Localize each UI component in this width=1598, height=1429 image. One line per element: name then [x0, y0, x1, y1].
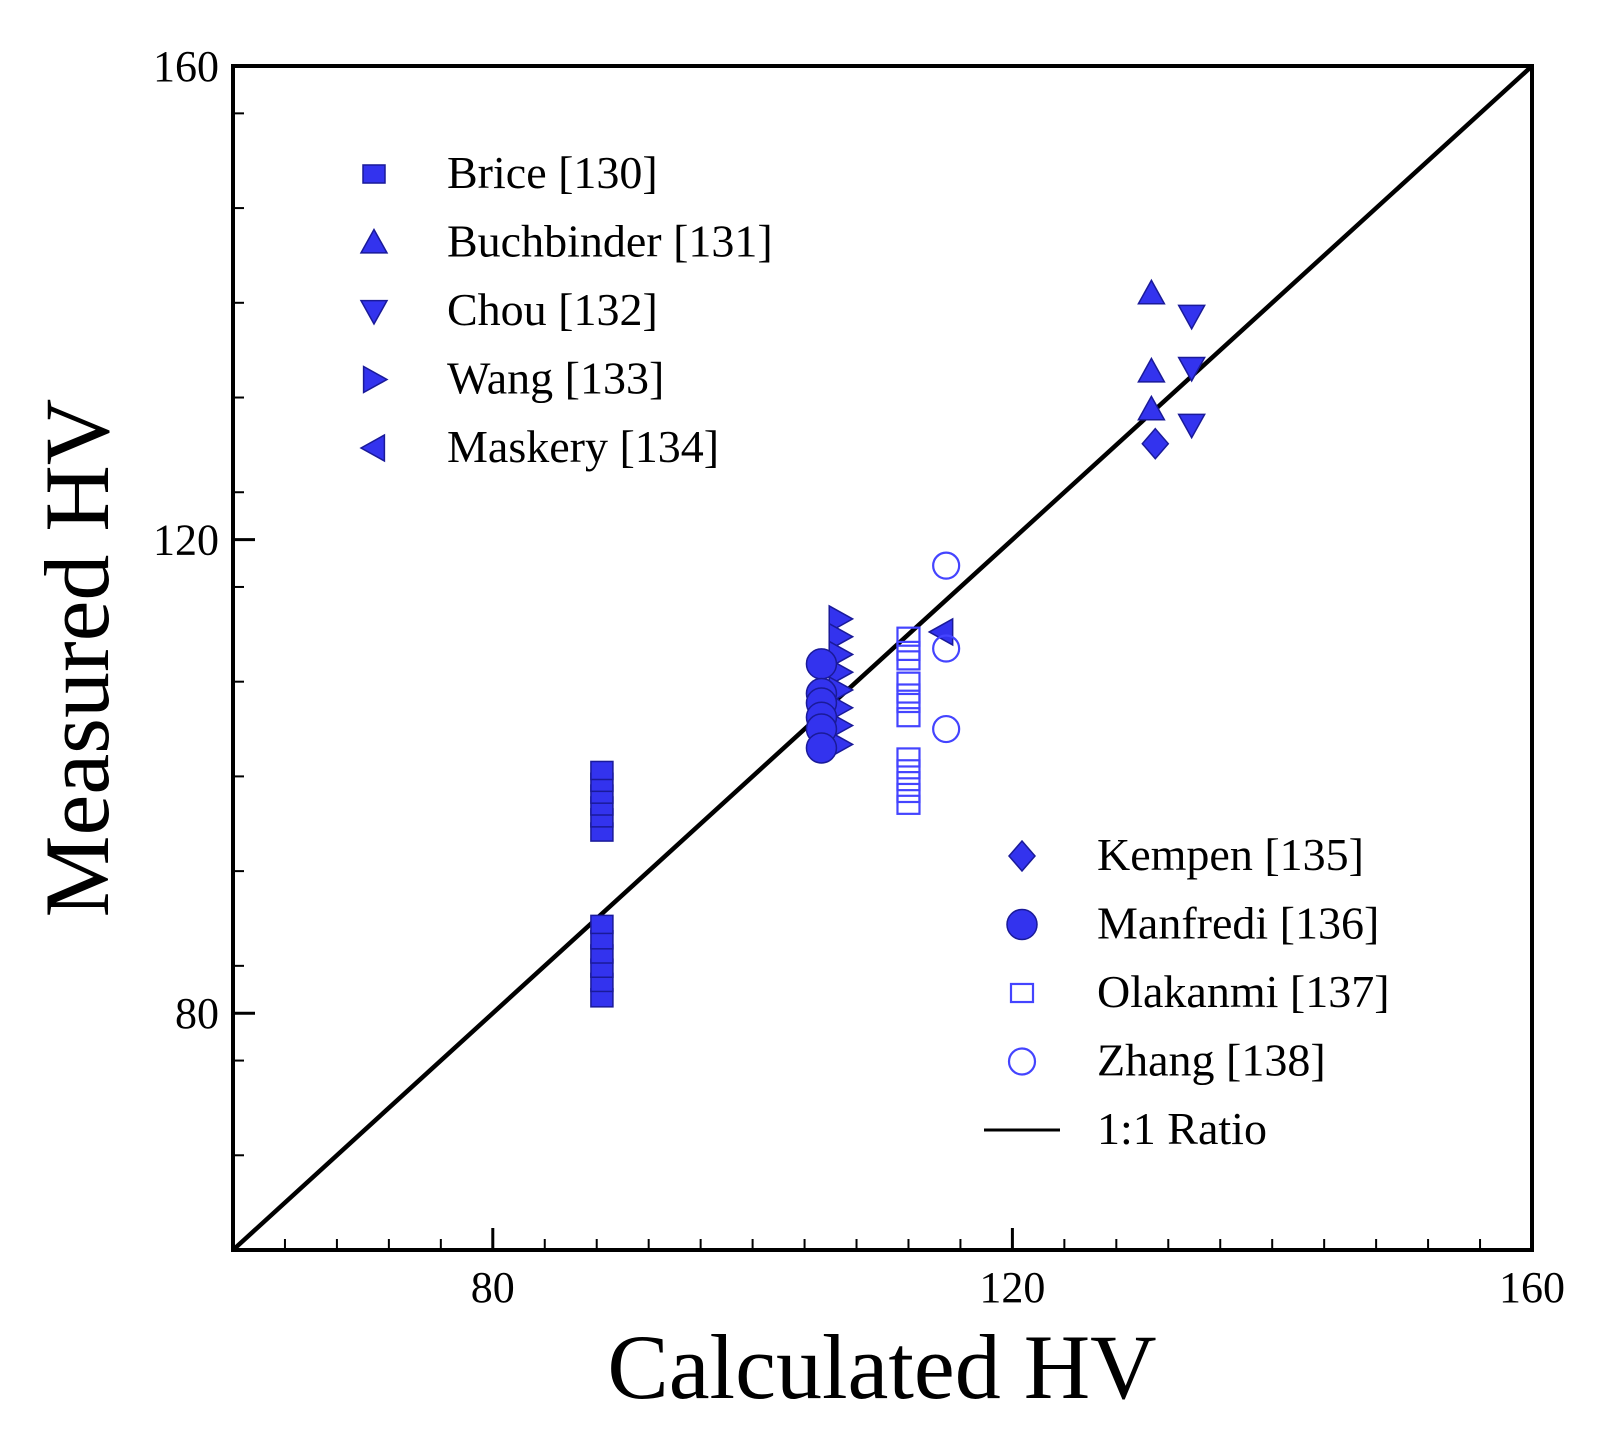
data-point [590, 914, 614, 935]
y-axis-title: Measured HV [26, 399, 128, 918]
legend-marker [1007, 1047, 1037, 1076]
series-maskery [927, 617, 954, 647]
x-axis-title: Calculated HV [607, 1316, 1156, 1418]
data-point [927, 617, 954, 647]
data-point [1137, 394, 1166, 421]
data-point [1177, 304, 1206, 331]
data-point [805, 732, 838, 764]
legend-label: Zhang [138] [1097, 1035, 1326, 1086]
legend-label: Maskery [134] [447, 421, 719, 472]
x-tick-label: 160 [1499, 1263, 1565, 1312]
data-point [932, 551, 961, 580]
data-point [896, 692, 921, 714]
legend-marker [359, 227, 389, 254]
legend-label: Olakanmi [137] [1097, 966, 1390, 1017]
data-point [1137, 356, 1166, 383]
legend-label: Kempen [135] [1097, 829, 1364, 880]
legend-label: Manfredi [136] [1097, 898, 1379, 949]
legend-bottom-right: Kempen [135] Manfredi [136] Olakanmi [137]… [984, 829, 1390, 1154]
reference-line-layer [231, 64, 1534, 1252]
data-point [805, 648, 838, 680]
legend-marker [359, 299, 389, 326]
legend-label: Buchbinder [131] [447, 216, 773, 267]
legend-label: Brice [130] [447, 147, 658, 198]
series-manfredi [805, 648, 838, 764]
series-brice [590, 760, 614, 1008]
data-point [1177, 356, 1206, 383]
data-point [828, 622, 855, 651]
data-point [896, 759, 921, 780]
legend-marker [362, 164, 386, 184]
data-point [896, 671, 921, 692]
tick-labels: 80 120 160 80 120 160 [153, 42, 1565, 1312]
data-point [896, 650, 921, 671]
data-point [1137, 278, 1166, 305]
legend-marker [1006, 908, 1038, 941]
data-point [1177, 413, 1206, 440]
series-kempen [1141, 427, 1170, 460]
data-point [932, 634, 961, 663]
series-olakanmi [896, 626, 921, 815]
series-zhang [932, 551, 961, 744]
legend-label: 1:1 Ratio [1097, 1103, 1267, 1154]
data-point [896, 794, 921, 815]
legend-label: Wang [133] [447, 353, 664, 404]
legend-top-left: Brice [130] Buchbinder [131] Chou [132] Wan… [359, 147, 773, 472]
legend-marker [362, 365, 389, 394]
legend-label: Chou [132] [447, 284, 658, 335]
legend-marker [1009, 982, 1035, 1004]
y-tick-label: 80 [175, 989, 219, 1038]
plot-frame [231, 64, 1534, 1252]
data-point [1141, 427, 1170, 460]
legend-marker [359, 433, 386, 463]
x-tick-label: 80 [471, 1263, 515, 1312]
legend-marker [1008, 839, 1036, 873]
data-point [896, 707, 921, 728]
y-tick-label: 120 [153, 516, 219, 565]
data-point [896, 626, 921, 647]
data-point [896, 782, 921, 804]
data-point [932, 714, 961, 744]
one-to-one-line [231, 64, 1534, 1252]
series-chou [1177, 304, 1206, 440]
data-point [828, 604, 855, 634]
data-point [896, 747, 921, 768]
data-points [590, 278, 1206, 1008]
data-point [590, 760, 614, 781]
data-point [896, 771, 921, 792]
series-buchbinder [1137, 278, 1166, 421]
y-tick-label: 160 [153, 42, 219, 91]
x-tick-label: 120 [979, 1263, 1045, 1312]
